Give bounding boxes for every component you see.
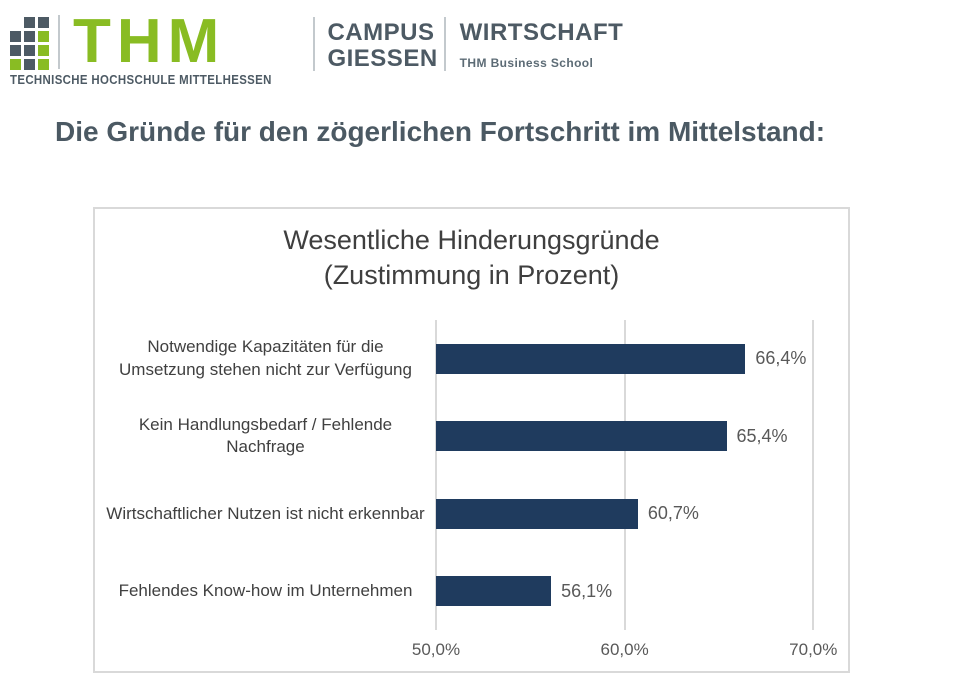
plot-area: 66,4% 65,4% 60,7% 56,1% (435, 320, 851, 630)
bar-chart: Wesentliche Hinderungsgründe (Zustimmung… (93, 207, 850, 673)
pixel-cell-green (38, 59, 49, 70)
campus-block: CAMPUS GIESSEN (327, 15, 437, 72)
division-subtitle: THM Business School (459, 56, 594, 70)
x-tick-label: 70,0% (789, 640, 838, 659)
pixel-cell-dark (10, 45, 21, 56)
bar (436, 498, 638, 529)
thm-logo: THM TECHNISCHE HOCHSCHULE MITTELHESSEN C… (10, 7, 624, 87)
thm-pixel-grid-icon (10, 17, 49, 70)
university-name: TECHNISCHE HOCHSCHULE MITTELHESSEN (10, 72, 272, 87)
category-label-row: Notwendige Kapazitäten für die Umsetzung… (103, 320, 428, 398)
category-label-row: Kein Handlungsbedarf / Fehlende Nachfrag… (103, 398, 428, 476)
page-title: Die Gründe für den zögerlichen Fortschri… (55, 116, 826, 147)
bar-row: 60,7% (436, 475, 851, 553)
bar-row: 56,1% (436, 553, 851, 631)
category-label: Notwendige Kapazitäten für die Umsetzung… (119, 337, 412, 379)
thm-acronym: THM (73, 7, 226, 76)
pixel-cell-dark (24, 31, 35, 42)
category-label: Fehlendes Know-how im Unternehmen (118, 581, 413, 601)
bar (436, 421, 727, 452)
category-label-row: Wirtschaftlicher Nutzen ist nicht erkenn… (103, 475, 428, 553)
value-label: 56,1% (561, 580, 613, 601)
pixel-cell-dark (24, 17, 35, 28)
category-label-row: Fehlendes Know-how im Unternehmen (103, 553, 428, 631)
value-axis: 50,0% 60,0% 70,0% (412, 637, 851, 663)
thm-logo-mark: THM (10, 7, 307, 76)
division-block: WIRTSCHAFT THM Business School (459, 15, 624, 71)
x-tick-label: 60,0% (600, 640, 649, 659)
pixel-cell-dark (38, 17, 49, 28)
category-axis: Notwendige Kapazitäten für die Umsetzung… (103, 320, 428, 630)
pixel-cell-dark (10, 31, 21, 42)
gridline (435, 320, 437, 630)
bar-row: 66,4% (436, 320, 851, 398)
pixel-cell-dark (24, 45, 35, 56)
pixel-cell-green (38, 31, 49, 42)
pixel-cell-green (10, 59, 21, 70)
chart-subtitle: (Zustimmung in Prozent) (323, 260, 620, 290)
bar-series: 66,4% 65,4% 60,7% 56,1% (436, 320, 851, 630)
plot-region: Notwendige Kapazitäten für die Umsetzung… (103, 320, 844, 630)
category-label: Kein Handlungsbedarf / Fehlende Nachfrag… (138, 414, 393, 457)
bar (436, 576, 552, 607)
campus-line1: CAMPUS (327, 19, 435, 46)
logo-divider (58, 15, 60, 69)
logo-divider (313, 17, 316, 71)
category-label: Wirtschaftlicher Nutzen ist nicht erkenn… (106, 503, 425, 523)
chart-title: Wesentliche Hinderungsgründe (283, 225, 660, 255)
value-label: 65,4% (736, 425, 788, 446)
gridline (812, 320, 815, 630)
pixel-cell-dark (24, 59, 35, 70)
bar-row: 65,4% (436, 398, 851, 476)
division-name: WIRTSCHAFT (459, 19, 624, 46)
pixel-cell-green (38, 45, 49, 56)
x-tick-label: 50,0% (411, 640, 461, 659)
value-label: 66,4% (755, 348, 807, 369)
bar (436, 343, 746, 374)
thm-logo-left: THM TECHNISCHE HOCHSCHULE MITTELHESSEN (10, 7, 307, 87)
chart-title-block: Wesentliche Hinderungsgründe (Zustimmung… (95, 223, 848, 293)
gridline (623, 320, 626, 630)
pixel-cell-empty (10, 17, 21, 28)
logo-divider (443, 17, 446, 71)
value-label: 60,7% (647, 503, 699, 524)
campus-line2: GIESSEN (327, 45, 438, 72)
